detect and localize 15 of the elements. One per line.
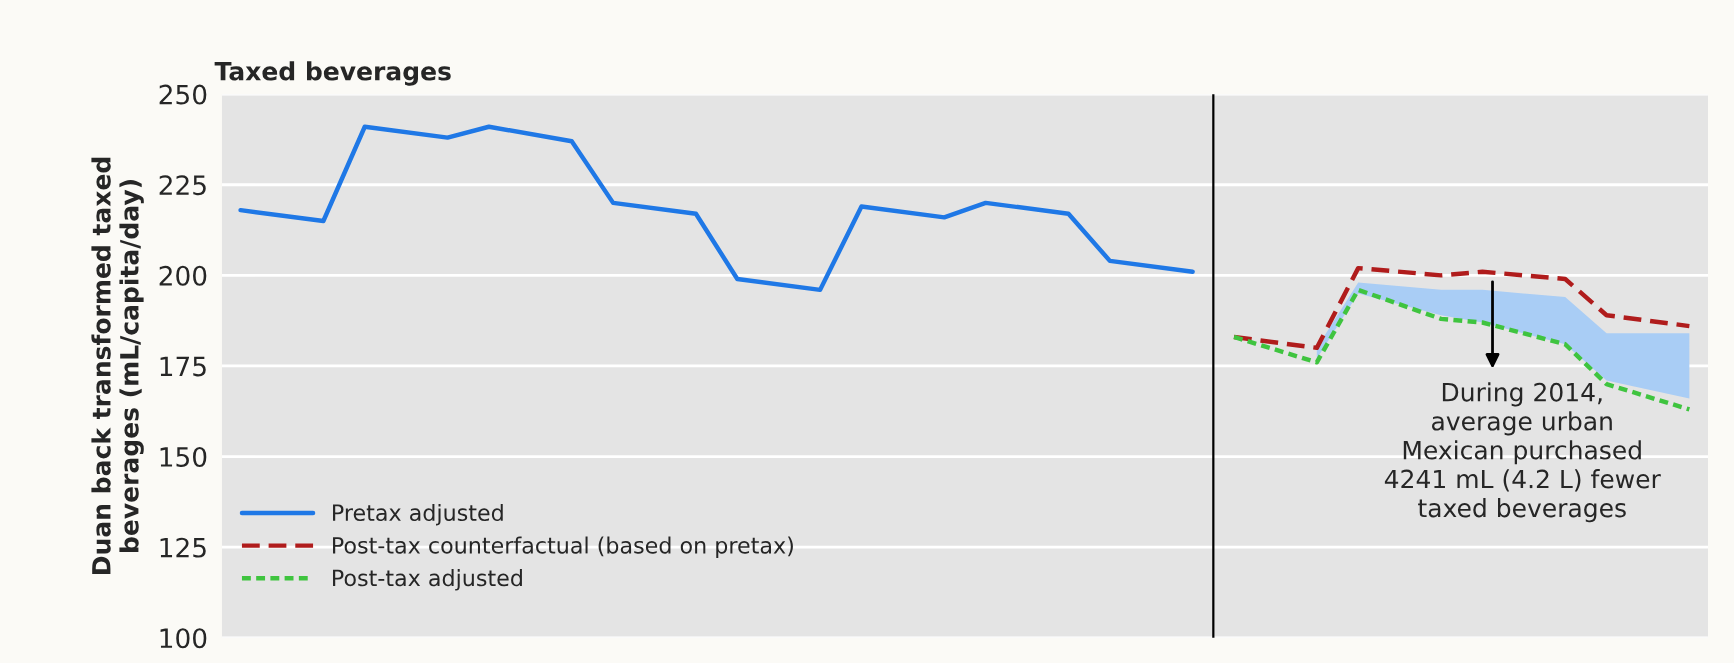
line-series (1231, 287, 1692, 412)
line-series (238, 124, 1195, 293)
y-tick-label: 125 (160, 537, 206, 558)
y-tick-label: 100 (160, 628, 207, 649)
y-tick-label: 225 (159, 175, 206, 196)
y-tick-label: 175 (160, 356, 206, 377)
y-tick-label: 200 (159, 265, 207, 286)
annotation: During 2014, average urban Mexican purchased 4241 mL (4.2 L) fewer taxed beverages (1384, 382, 1661, 523)
y-axis-title: Duan back transformed taxed beverages (mL/capita/day) (91, 157, 144, 574)
legend-label: Pretax adjusted (333, 503, 503, 526)
legend-label: Post-tax adjusted (333, 569, 522, 591)
y-tick-label: 150 (160, 447, 207, 467)
legend-label: Post-tax counterfactual (based on pretax) (333, 536, 793, 559)
chart-title: Taxed beverages (214, 61, 451, 86)
y-tick-label: 250 (159, 84, 207, 105)
